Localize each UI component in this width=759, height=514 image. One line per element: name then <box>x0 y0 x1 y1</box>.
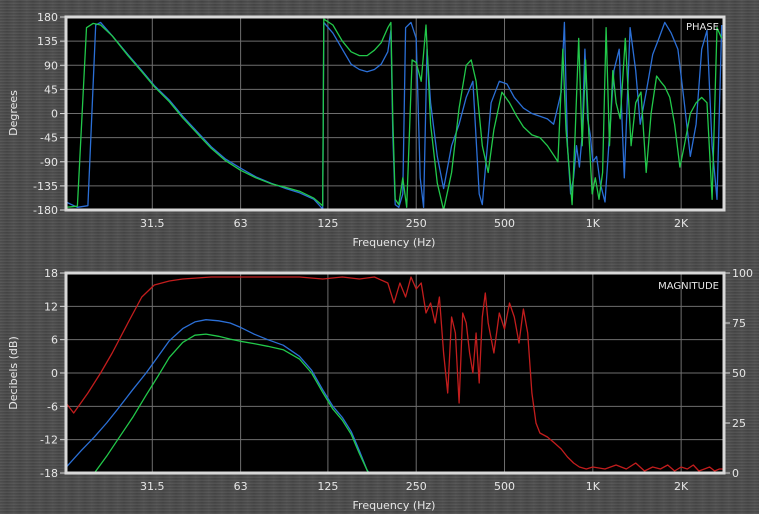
phase-y-axis-label: Degrees <box>7 90 20 136</box>
phase-plot-border <box>64 15 726 212</box>
magnitude-x-tick-label: 1K <box>586 480 601 493</box>
phase-y-tick-label: -135 <box>33 180 58 193</box>
phase-x-tick-label: 63 <box>234 217 248 230</box>
magnitude-y-tick-label: -12 <box>40 434 58 447</box>
phase-y-tick-label: 90 <box>44 59 58 72</box>
magnitude-x-tick-label: 2K <box>674 480 689 493</box>
magnitude-y-tick-label: 18 <box>44 267 58 280</box>
phase-y-tick-label: -180 <box>33 204 58 217</box>
phase-corner-label: PHASE <box>686 22 719 33</box>
phase-y-tick-label: -90 <box>40 156 58 169</box>
magnitude-series-2-line <box>65 276 724 472</box>
phase-x-tick-label: 125 <box>317 217 338 230</box>
magnitude-y-tick-label: 6 <box>51 334 58 347</box>
phase-x-axis-label: Frequency (Hz) <box>353 236 436 249</box>
magnitude-y2-ticks: 100 75 50 25 0 <box>725 267 753 480</box>
phase-y-tick-label: 135 <box>37 35 58 48</box>
magnitude-series-0-line <box>65 319 370 474</box>
phase-y-tick-label: -45 <box>40 132 58 145</box>
magnitude-y-tick-label: 0 <box>51 367 58 380</box>
magnitude-plot-border <box>64 271 726 475</box>
phase-y-tick-label: 180 <box>37 11 58 24</box>
magnitude-x-tick-label: 31.5 <box>140 480 165 493</box>
magnitude-y2-tick-label: 75 <box>732 317 746 330</box>
magnitude-x-tick-label: 500 <box>494 480 515 493</box>
magnitude-series-group <box>65 276 724 474</box>
phase-x-tick-label: 1K <box>586 217 601 230</box>
magnitude-y2-tick-label: 100 <box>732 267 753 280</box>
phase-series-1-line <box>65 18 723 211</box>
magnitude-y-axis-label: Decibels (dB) <box>7 336 20 410</box>
phase-x-tick-label: 31.5 <box>140 217 165 230</box>
magnitude-y2-tick-label: 25 <box>732 417 746 430</box>
magnitude-y-tick-label: -6 <box>47 400 58 413</box>
phase-x-tick-label: 250 <box>406 217 427 230</box>
magnitude-x-tick-label: 250 <box>406 480 427 493</box>
magnitude-series-1-line <box>93 333 370 474</box>
phase-panel: 180 135 90 45 0 -45 -90 -135 -180 31.5 63 125 250 50… <box>7 11 726 249</box>
phase-y-ticks: 180 135 90 45 0 -45 -90 -135 -180 <box>33 11 65 217</box>
magnitude-x-tick-label: 125 <box>317 480 338 493</box>
magnitude-y-ticks: 18 12 6 0 -6 -12 -18 <box>40 267 65 480</box>
magnitude-y-tick-label: -18 <box>40 467 58 480</box>
magnitude-y2-tick-label: 0 <box>732 467 739 480</box>
phase-x-tick-label: 500 <box>494 217 515 230</box>
magnitude-x-tick-label: 63 <box>234 480 248 493</box>
magnitude-x-ticks: 31.5 63 125 250 500 1K 2K <box>140 480 689 493</box>
phase-series-group <box>65 18 723 211</box>
phase-y-tick-label: 0 <box>51 108 58 121</box>
phase-x-ticks: 31.5 63 125 250 500 1K 2K <box>140 217 689 230</box>
magnitude-x-axis-label: Frequency (Hz) <box>353 499 436 512</box>
phase-y-tick-label: 45 <box>44 83 58 96</box>
magnitude-corner-label: MAGNITUDE <box>658 281 719 292</box>
phase-x-tick-label: 2K <box>674 217 689 230</box>
magnitude-y2-tick-label: 50 <box>732 367 746 380</box>
magnitude-y-tick-label: 12 <box>44 300 58 313</box>
